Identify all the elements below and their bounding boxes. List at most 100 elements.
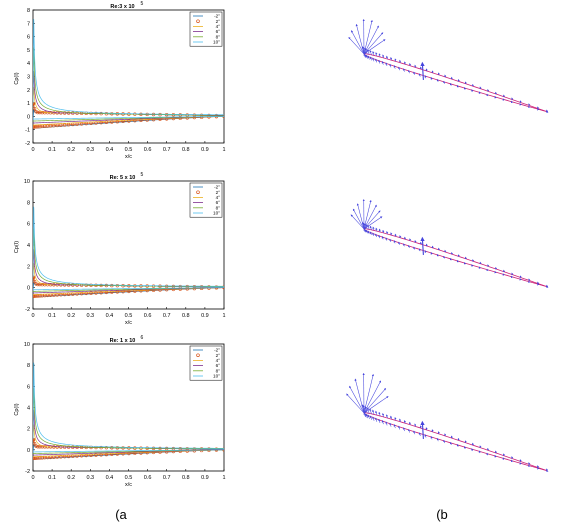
x-tick-label: 0.3 [86,475,94,481]
legend: -2°2°4°6°8°10° [190,346,222,380]
x-tick-label: 0.1 [48,475,56,481]
series-group [32,207,226,298]
y-tick-label: -2 [25,307,30,313]
y-axis-label: Cp(I) [14,403,20,415]
y-tick-label: 2 [27,264,30,270]
legend: -2°2°4°6°8°10° [190,183,222,217]
x-tick-label: 0.5 [125,313,133,319]
x-tick-label: 0.8 [182,475,190,481]
x-tick-label: 0.7 [163,475,171,481]
y-tick-label: -2 [25,469,30,475]
x-tick-label: 0.8 [182,313,190,319]
y-tick-label: 0 [27,448,30,454]
x-tick-label: 0 [31,147,34,153]
x-tick-label: 0.6 [144,475,152,481]
x-tick-label: 0.1 [48,147,56,153]
resultant-force-arrow [422,423,423,439]
airfoil-pressure-figures [347,20,547,471]
x-tick-label: 0.9 [201,475,209,481]
y-tick-label: 6 [27,222,30,228]
y-tick-label: 10 [24,179,30,185]
x-tick-label: 0.8 [182,147,190,153]
x-axis-label: x/c [125,320,132,326]
chart-title-exponent: 5 [141,1,144,7]
x-tick-label: 0.4 [106,313,114,319]
x-tick-label: 0.2 [67,147,75,153]
airfoil-upper-surface [364,229,547,287]
y-tick-label: 8 [27,8,30,14]
y-axis-label: Cp(I) [14,72,20,84]
x-tick-label: 1 [222,147,225,153]
series-line-upper-4 [33,71,224,116]
x-axis-label: x/c [125,482,132,488]
chart-title: Re:3 x 10 [110,4,134,10]
y-tick-label: -2 [25,141,30,147]
series-line-upper-5 [33,229,224,287]
legend-entry: 10° [213,40,220,45]
legend-entry: 10° [213,374,220,379]
airfoil-upper-surface [364,54,547,112]
y-tick-label: 1 [27,101,30,107]
x-tick-label: 0.6 [144,147,152,153]
x-tick-label: 0.2 [67,475,75,481]
y-tick-label: 8 [27,363,30,369]
series-line-upper-4 [33,410,224,449]
x-tick-label: 0.4 [106,475,114,481]
pressure-vector-leading-edge [364,375,373,413]
resultant-force-arrow [422,239,423,255]
x-tick-label: 0.3 [86,313,94,319]
series-line-upper-5 [33,388,224,449]
x-axis-label: x/c [125,154,132,160]
y-tick-label: 4 [27,243,30,249]
airfoil-upper-surface [364,413,547,471]
y-tick-label: 0 [27,114,30,120]
resultant-force-arrow [422,64,423,80]
x-tick-label: 0 [31,475,34,481]
x-tick-label: 0.5 [125,147,133,153]
x-tick-label: 0.2 [67,313,75,319]
y-tick-label: 7 [27,21,30,27]
y-axis-label: Cp(I) [14,241,20,253]
caption-a: (a [115,507,127,522]
airfoil-figure-1 [349,20,547,112]
caption-b: (b [436,507,448,522]
x-tick-label: 0.9 [201,313,209,319]
y-tick-label: 6 [27,384,30,390]
y-tick-label: 10 [24,342,30,348]
pressure-vector-upper [368,408,370,413]
x-tick-label: 0 [31,313,34,319]
chart-title: Re: 1 x 10 [110,338,136,344]
legend: -2°2°4°6°8°10° [190,12,222,46]
x-tick-label: 0.4 [106,147,114,153]
airfoil-lower-surface [364,54,547,112]
airfoil-lower-surface [364,229,547,287]
series-line-upper-6 [33,207,224,287]
x-tick-label: 0.6 [144,313,152,319]
x-tick-label: 1 [222,313,225,319]
x-tick-label: 0.7 [163,313,171,319]
y-tick-label: 4 [27,61,30,67]
y-tick-label: 2 [27,427,30,433]
airfoil-lower-surface [364,413,547,471]
y-tick-label: -1 [25,128,30,134]
x-tick-label: 0.3 [86,147,94,153]
x-tick-label: 0.7 [163,147,171,153]
series-line-upper-5 [33,48,224,116]
y-tick-label: 6 [27,35,30,41]
chart-title-exponent: 6 [141,335,144,341]
y-tick-label: 5 [27,48,30,54]
y-tick-label: 2 [27,88,30,94]
legend-entry: 10° [213,211,220,216]
chart-title: Re: 5 x 10 [110,175,136,181]
series-line-upper-4 [33,249,224,287]
x-tick-label: 1 [222,475,225,481]
airfoil-figure-2 [351,200,547,287]
x-tick-label: 0.1 [48,313,56,319]
airfoil-figure-3 [347,374,547,472]
